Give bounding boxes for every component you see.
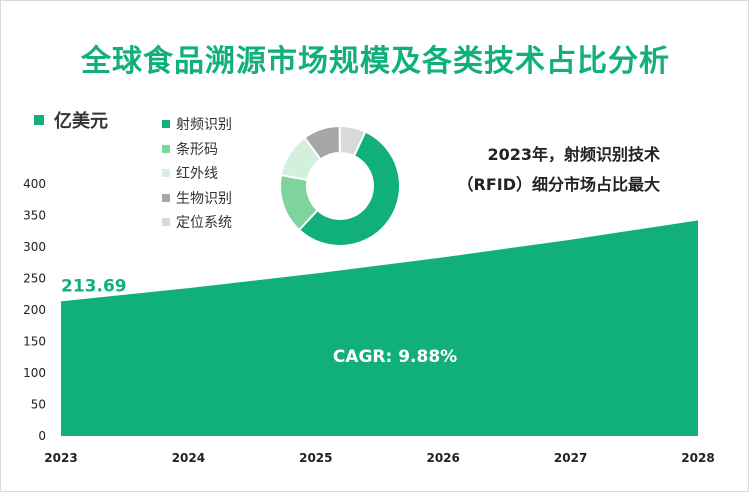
legend-item: 生物识别 bbox=[162, 186, 232, 211]
legend-item: 射频识别 bbox=[162, 112, 232, 137]
legend-item: 条形码 bbox=[162, 137, 232, 162]
donut-legend: 射频识别 条形码 红外线 生物识别 定位系统 bbox=[162, 112, 232, 235]
x-tick-label: 2023 bbox=[44, 451, 77, 465]
annotation-line-1: 2023年，射频识别技术 bbox=[487, 145, 660, 164]
legend-label: 条形码 bbox=[176, 141, 218, 158]
cagr-label: CAGR: 9.88% bbox=[333, 347, 457, 367]
legend-swatch bbox=[162, 193, 170, 202]
annotation-line-2: （RFID）细分市场占比最大 bbox=[457, 175, 661, 194]
legend-label: 射频识别 bbox=[176, 117, 232, 134]
data-label-2023: 213.69 bbox=[61, 276, 127, 296]
donut-slice bbox=[338, 124, 367, 158]
legend-label: 红外线 bbox=[176, 166, 218, 183]
y-tick-label: 400 bbox=[23, 177, 46, 191]
y-tick-label: 300 bbox=[23, 240, 46, 254]
y-tick-label: 250 bbox=[23, 272, 46, 286]
area-series bbox=[61, 220, 698, 436]
legend-label: 定位系统 bbox=[176, 215, 232, 232]
x-tick-label: 2024 bbox=[172, 451, 205, 465]
chart-title: 全球食品溯源市场规模及各类技术占比分析 bbox=[81, 44, 670, 79]
legend-item: 红外线 bbox=[162, 161, 232, 186]
legend-swatch bbox=[162, 120, 170, 129]
y-tick-label: 100 bbox=[23, 366, 46, 380]
donut-slice bbox=[297, 130, 401, 247]
unit-swatch bbox=[34, 115, 44, 125]
x-tick-label: 2027 bbox=[554, 451, 587, 465]
y-tick-label: 150 bbox=[23, 335, 46, 349]
unit-label: 亿美元 bbox=[54, 111, 108, 132]
x-tick-label: 2026 bbox=[426, 451, 459, 465]
y-tick-label: 50 bbox=[31, 398, 46, 412]
legend-label: 生物识别 bbox=[176, 190, 232, 207]
x-tick-label: 2028 bbox=[681, 451, 714, 465]
legend-swatch bbox=[162, 218, 170, 227]
legend-item: 定位系统 bbox=[162, 210, 232, 235]
legend-swatch bbox=[162, 144, 170, 153]
y-tick-label: 200 bbox=[23, 303, 46, 317]
y-tick-label: 350 bbox=[23, 209, 46, 223]
legend-swatch bbox=[162, 169, 170, 178]
y-tick-label: 0 bbox=[38, 429, 46, 443]
unit-legend: 亿美元 bbox=[34, 107, 108, 133]
x-tick-label: 2025 bbox=[299, 451, 332, 465]
annotation-note: 2023年，射频识别技术 （RFID）细分市场占比最大 bbox=[430, 140, 661, 200]
